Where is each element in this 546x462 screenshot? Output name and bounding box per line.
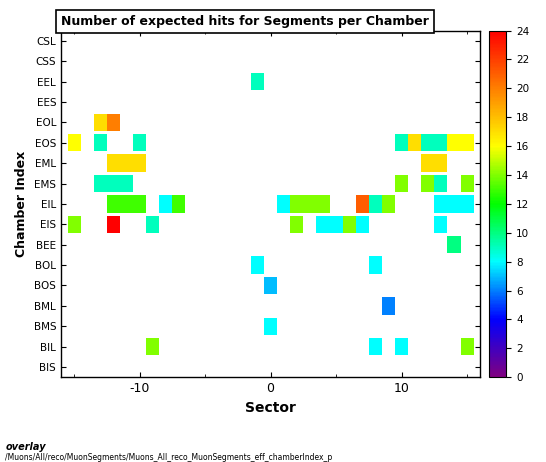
Bar	[460, 338, 473, 355]
Bar	[159, 195, 173, 213]
Bar	[330, 216, 343, 233]
Bar	[107, 175, 120, 192]
Bar	[173, 195, 186, 213]
Bar	[460, 134, 473, 152]
Bar	[434, 216, 447, 233]
Bar	[107, 114, 120, 131]
Bar	[395, 175, 408, 192]
Bar	[382, 195, 395, 213]
Bar	[251, 73, 264, 90]
Text: Number of expected hits for Segments per Chamber: Number of expected hits for Segments per…	[61, 15, 429, 28]
Bar	[447, 195, 460, 213]
Bar	[94, 114, 107, 131]
Bar	[133, 195, 146, 213]
Text: overlay: overlay	[5, 443, 46, 452]
Bar	[120, 154, 133, 172]
X-axis label: Sector: Sector	[245, 401, 296, 415]
Text: /Muons/All/reco/MuonSegments/Muons_All_reco_MuonSegments_eff_chamberIndex_p: /Muons/All/reco/MuonSegments/Muons_All_r…	[5, 453, 333, 462]
Bar	[133, 134, 146, 152]
Bar	[94, 134, 107, 152]
Bar	[434, 154, 447, 172]
Bar	[421, 154, 434, 172]
Bar	[107, 195, 120, 213]
Bar	[421, 175, 434, 192]
Bar	[264, 317, 277, 335]
Bar	[290, 195, 304, 213]
Bar	[290, 216, 304, 233]
Bar	[369, 256, 382, 274]
Bar	[133, 154, 146, 172]
Bar	[94, 175, 107, 192]
Bar	[343, 216, 356, 233]
Bar	[304, 195, 317, 213]
Bar	[408, 134, 421, 152]
Bar	[146, 216, 159, 233]
Bar	[68, 216, 81, 233]
Bar	[434, 134, 447, 152]
Bar	[107, 154, 120, 172]
Bar	[434, 175, 447, 192]
Bar	[356, 195, 369, 213]
Bar	[460, 175, 473, 192]
Bar	[382, 297, 395, 315]
Bar	[68, 134, 81, 152]
Bar	[107, 216, 120, 233]
Bar	[421, 134, 434, 152]
Bar	[369, 338, 382, 355]
Bar	[447, 236, 460, 253]
Bar	[146, 338, 159, 355]
Bar	[356, 216, 369, 233]
Bar	[395, 134, 408, 152]
Bar	[120, 195, 133, 213]
Bar	[460, 195, 473, 213]
Bar	[447, 134, 460, 152]
Bar	[120, 175, 133, 192]
Bar	[434, 195, 447, 213]
Bar	[264, 277, 277, 294]
Bar	[277, 195, 290, 213]
Bar	[395, 338, 408, 355]
Bar	[317, 216, 330, 233]
Bar	[317, 195, 330, 213]
Bar	[369, 195, 382, 213]
Y-axis label: Chamber Index: Chamber Index	[15, 151, 28, 257]
Bar	[251, 256, 264, 274]
